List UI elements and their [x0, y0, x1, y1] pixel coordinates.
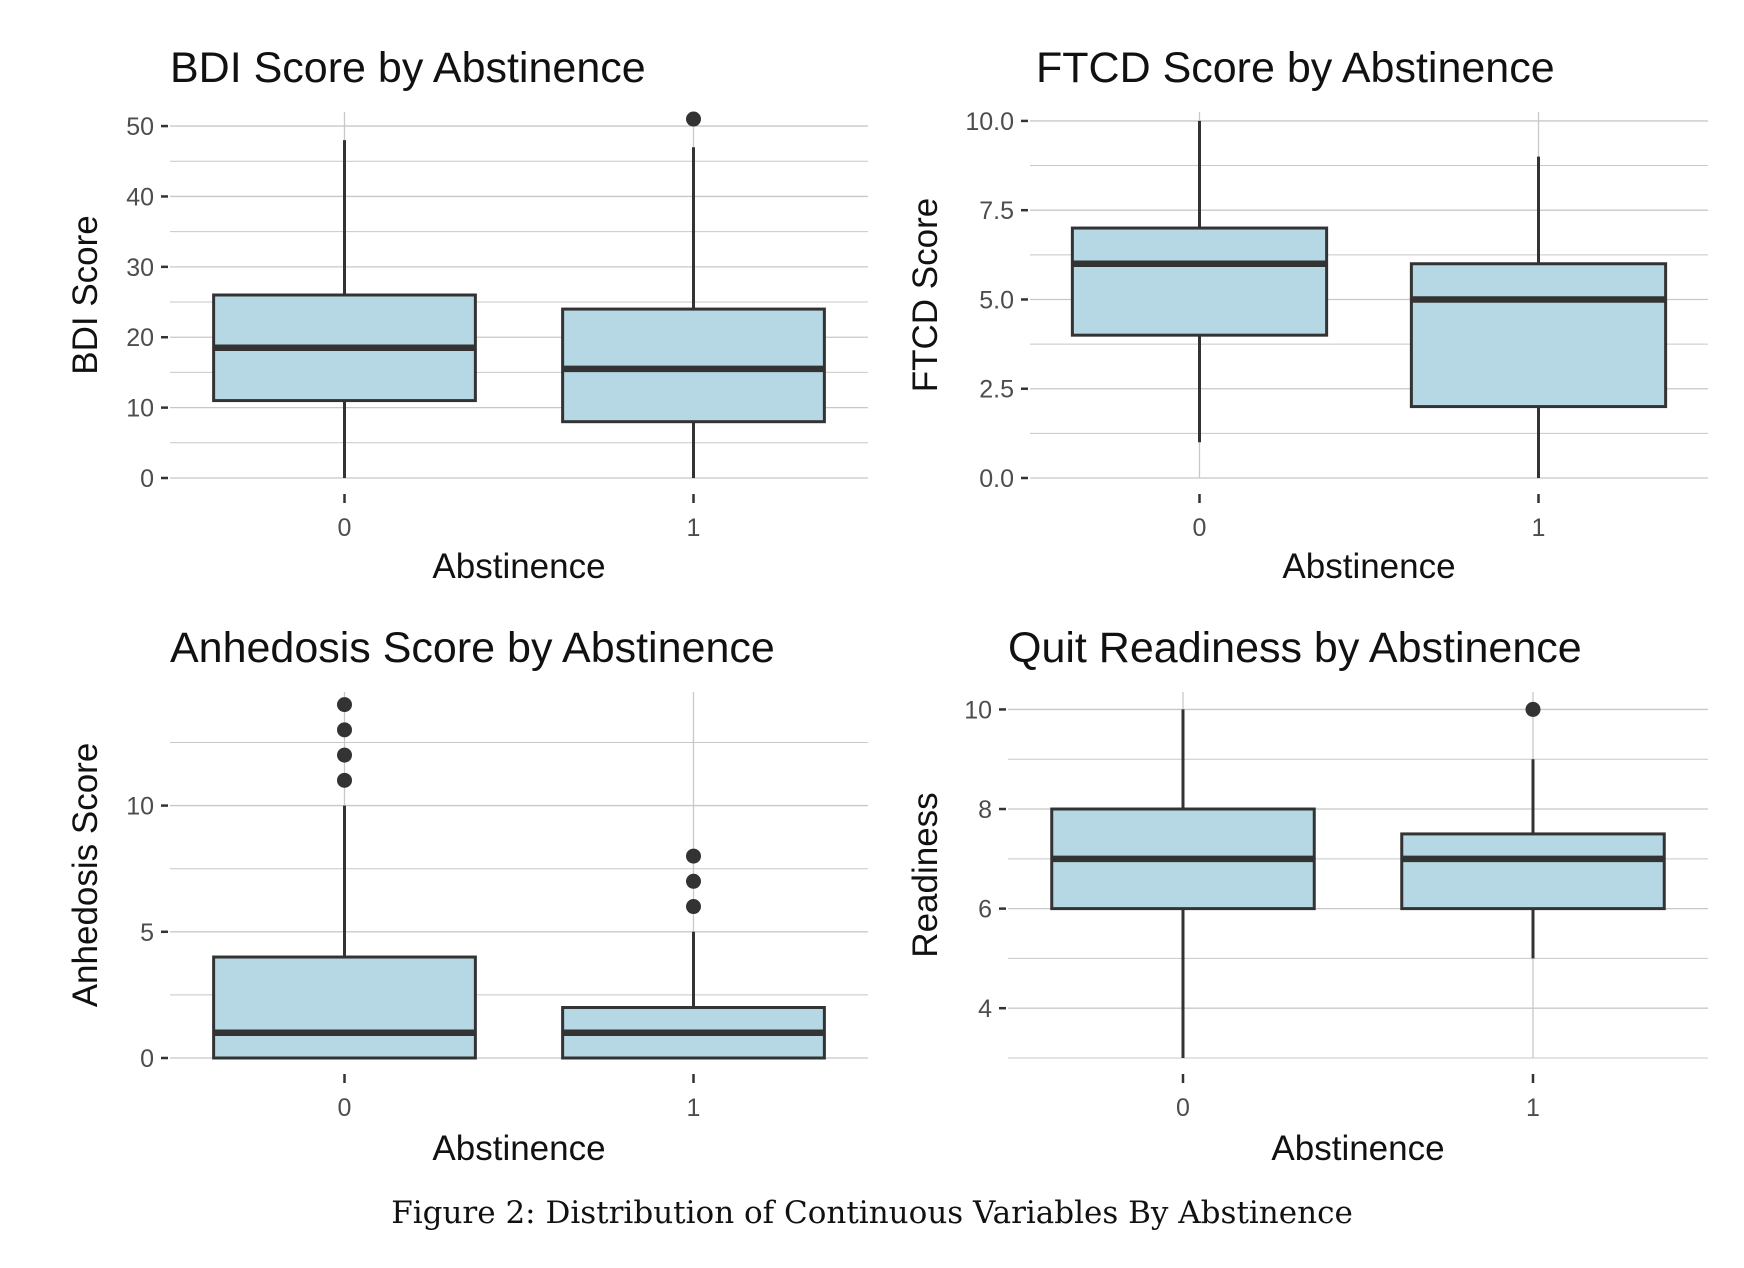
panel-3-outlier-point — [337, 722, 352, 738]
panel-3-outlier-point — [686, 873, 701, 889]
panel-2-y-tick-label: 0.0 — [979, 465, 1014, 493]
panel-1-y-tick-label: 50 — [126, 113, 154, 141]
panel-4-title: Quit Readiness by Abstinence — [1008, 624, 1582, 672]
panel-1-y-tick-label: 0 — [140, 465, 154, 493]
panel-3-outlier-point — [337, 697, 352, 713]
panel-1-y-tick-label: 20 — [126, 324, 154, 352]
panel-1-y-tick-label: 10 — [126, 395, 154, 423]
panel-3-x-axis-label: Abstinence — [432, 1129, 605, 1168]
panel-3-y-tick-label: 5 — [140, 919, 154, 947]
panel-3-outlier-point — [686, 848, 701, 864]
panel-3-box — [212, 955, 477, 1060]
panel-3-outlier-point — [337, 747, 352, 763]
panel-1-y-axis-label: BDI Score — [66, 215, 105, 375]
panel-3-x-tick-label: 0 — [338, 1094, 352, 1122]
panel-2-x-tick-label: 0 — [1193, 514, 1207, 542]
panel-3-y-tick-label: 10 — [126, 793, 154, 821]
panel-2-x-tick-label: 1 — [1532, 514, 1546, 542]
panel-1-title: BDI Score by Abstinence — [170, 44, 646, 92]
panel-4-y-tick-label: 6 — [978, 896, 992, 924]
panel-2-box — [1409, 262, 1668, 409]
panel-1-outlier-point — [686, 111, 701, 127]
panel-2-title: FTCD Score by Abstinence — [1036, 44, 1555, 92]
panel-2-y-tick-label: 5.0 — [979, 286, 1014, 314]
panel-4-y-tick-label: 4 — [978, 995, 992, 1023]
panel-1-y-tick-label: 40 — [126, 183, 154, 211]
panel-1-box — [561, 307, 826, 424]
panel-2-y-tick-label: 7.5 — [979, 197, 1014, 225]
panel-1-y-tick-label: 30 — [126, 254, 154, 282]
panel-3-outlier-point — [686, 899, 701, 915]
panel-4-outlier-point — [1525, 701, 1541, 717]
panel-2-y-tick-label: 2.5 — [979, 376, 1014, 404]
panel-3-title: Anhedosis Score by Abstinence — [170, 624, 775, 672]
panel-4-x-tick-label: 1 — [1526, 1094, 1540, 1122]
panel-4-y-axis-label: Readiness — [906, 792, 945, 957]
panel-3-outlier-point — [337, 772, 352, 788]
panel-4-box — [1400, 832, 1666, 911]
panel-1-x-tick-label: 0 — [338, 514, 352, 542]
panel-2-y-axis-label: FTCD Score — [906, 198, 945, 392]
panel-4-x-axis-label: Abstinence — [1271, 1129, 1444, 1168]
panel-3-x-tick-label: 1 — [687, 1094, 701, 1122]
panel-4-y-tick-label: 10 — [964, 696, 992, 724]
panel-1-x-tick-label: 1 — [687, 514, 701, 542]
panel-4-x-tick-label: 0 — [1176, 1094, 1190, 1122]
panel-3-y-axis-label: Anhedosis Score — [66, 743, 105, 1008]
panel-2-box — [1070, 226, 1329, 337]
panel-2-y-tick-label: 10.0 — [965, 108, 1014, 136]
panel-3-y-tick-label: 0 — [140, 1045, 154, 1073]
panel-4-y-tick-label: 8 — [978, 796, 992, 824]
figure-caption: Figure 2: Distribution of Continuous Var… — [391, 1195, 1353, 1231]
panel-1-x-axis-label: Abstinence — [432, 547, 605, 586]
panel-2-x-axis-label: Abstinence — [1282, 547, 1455, 586]
